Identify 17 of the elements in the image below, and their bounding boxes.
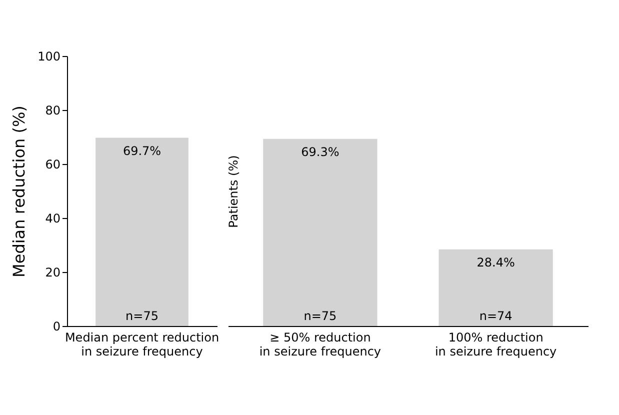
y-axis-title: Patients (%) [226,155,240,228]
data-label: 69.7% [122,144,162,158]
y-tick-label: 20 [45,266,60,280]
annotation: n=74 [479,309,512,323]
data-label: 28.4% [476,255,515,270]
x-tick-label: Median percent reduction in seizure frequency [64,330,220,358]
y-tick-label: 100 [38,50,60,64]
y-tick-label: 0 [52,320,60,334]
y-tick-label: 60 [45,158,60,172]
y-tick-label: 40 [45,212,60,226]
x-tick-label: ≥ 50% reduction in seizure frequency [259,330,382,358]
annotation: n=75 [126,309,158,323]
x-tick-label: 100% reduction in seizure frequency [434,330,557,358]
y-tick-label: 80 [45,104,60,118]
data-label: 69.3% [301,144,340,159]
annotation: n=75 [304,309,337,323]
y-axis-title: Median reduction (%) [10,106,28,278]
